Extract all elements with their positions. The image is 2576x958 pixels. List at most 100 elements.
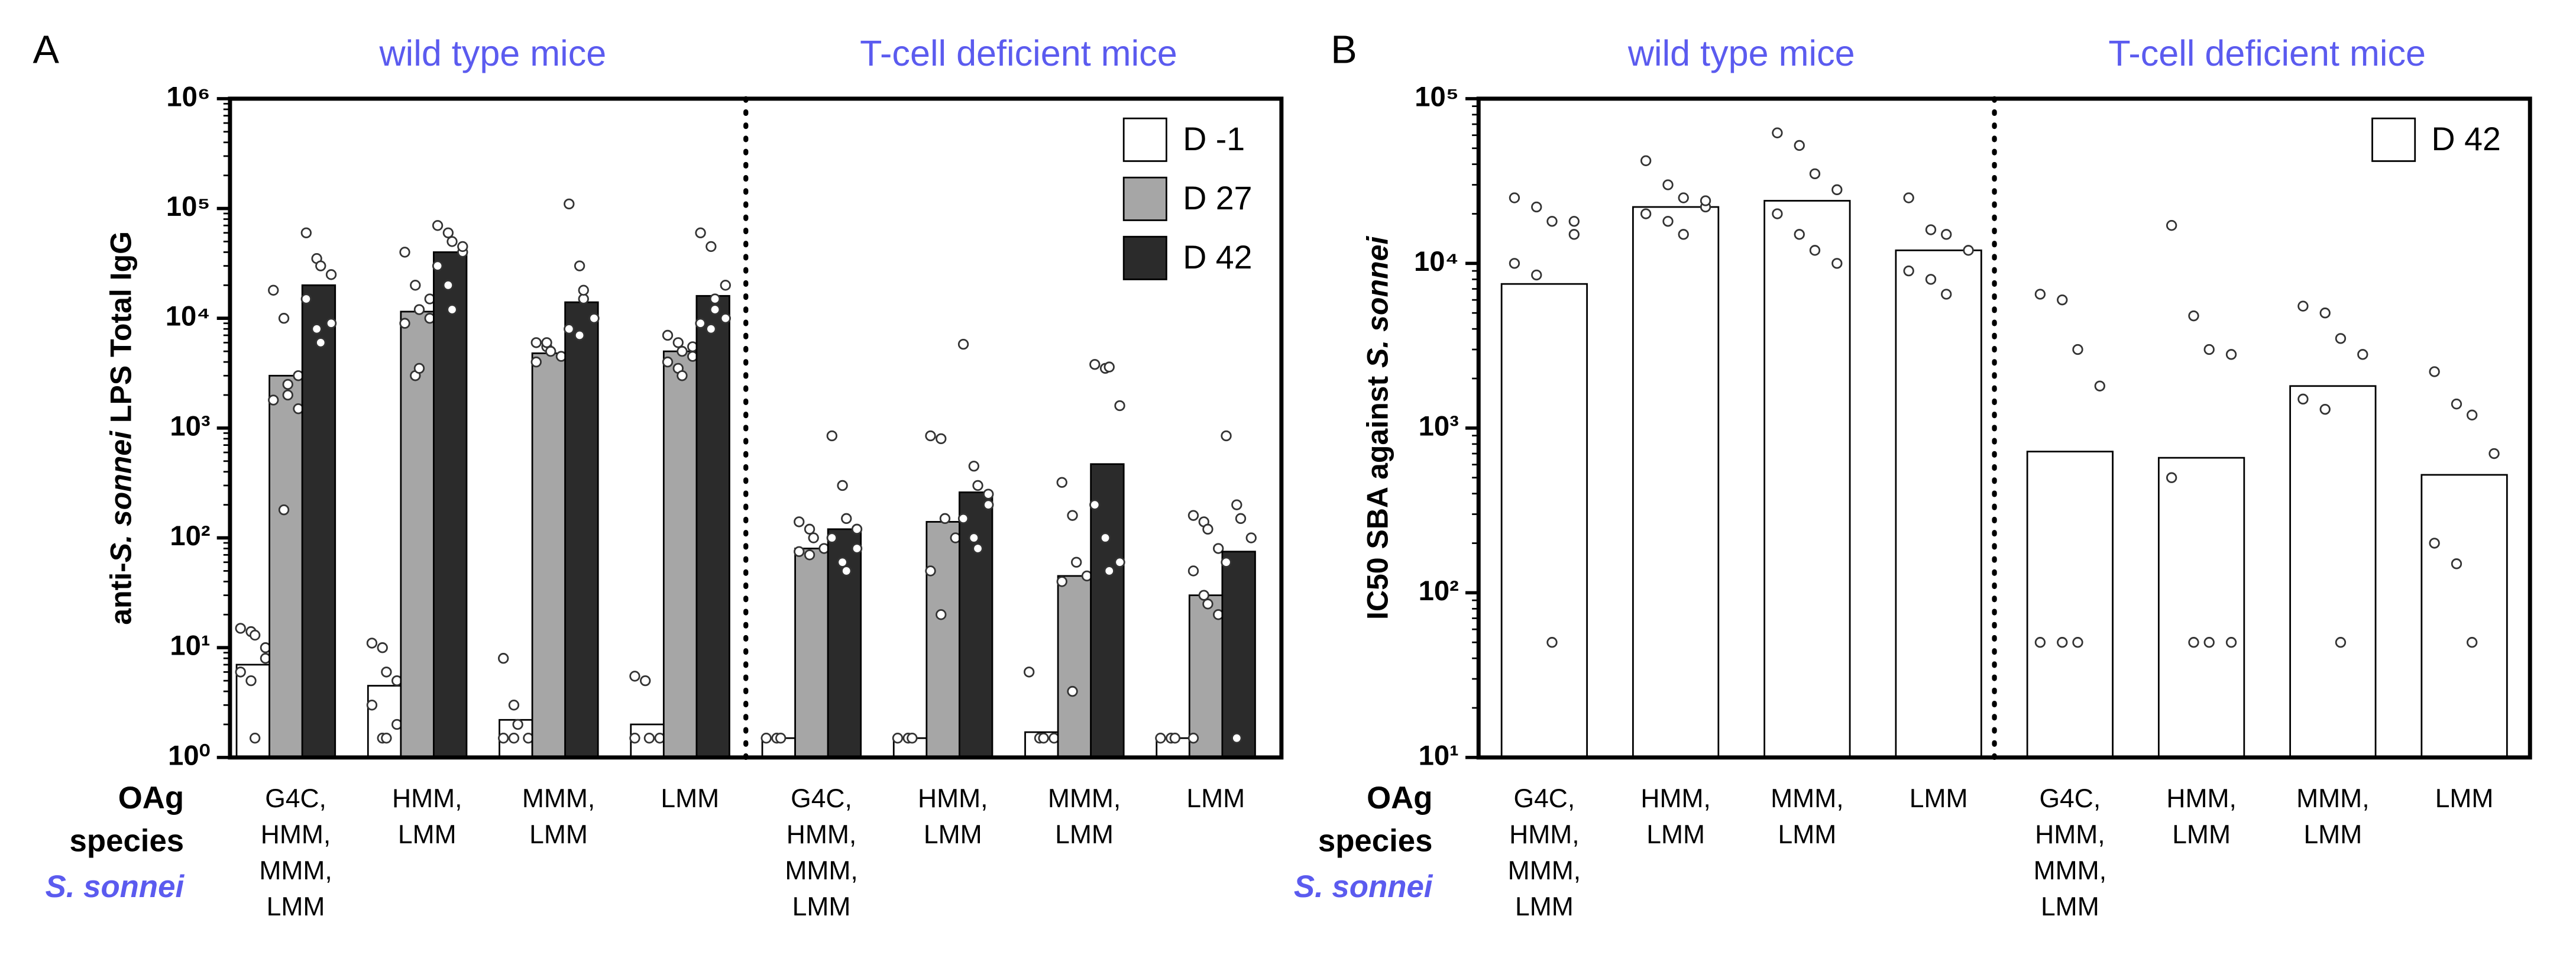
data-point	[278, 504, 290, 516]
data-point	[1114, 400, 1125, 412]
category-title: OAg	[118, 781, 184, 815]
data-point	[1103, 361, 1115, 373]
data-point	[2319, 403, 2331, 415]
data-point	[282, 378, 293, 390]
data-point	[706, 323, 717, 335]
data-point	[1700, 195, 1711, 206]
x-tick-label: MMM,	[2034, 856, 2106, 885]
data-point	[1187, 733, 1199, 744]
x-tick-label: LMM	[2172, 820, 2231, 849]
data-point	[672, 337, 684, 348]
y-tick-label: 10⁰	[168, 740, 210, 771]
data-point	[794, 516, 805, 527]
data-point	[936, 433, 947, 445]
data-point	[508, 700, 520, 711]
data-point	[442, 280, 454, 291]
data-point	[677, 370, 688, 381]
x-tick-label: MMM,	[1048, 784, 1121, 813]
data-point	[249, 629, 261, 641]
data-point	[1678, 229, 1689, 240]
data-point	[925, 565, 936, 577]
data-point	[325, 269, 337, 280]
data-point	[2072, 344, 2083, 355]
data-point	[1114, 556, 1125, 568]
y-tick-label: 10²	[170, 520, 210, 552]
data-point	[2451, 558, 2462, 569]
data-point	[841, 565, 852, 577]
data-point	[1024, 666, 1035, 678]
data-point	[841, 513, 852, 525]
data-point	[1067, 510, 1078, 521]
data-point	[808, 532, 819, 543]
y-axis-label-part: LPS Total IgG	[105, 231, 138, 431]
x-tick-label: LMM	[1055, 820, 1114, 849]
data-point	[804, 523, 815, 535]
data-point	[1089, 499, 1101, 510]
data-point	[629, 671, 640, 682]
data-point	[2335, 333, 2347, 344]
x-tick-label: LMM	[529, 820, 588, 849]
data-point	[1662, 179, 1674, 190]
data-point	[662, 329, 674, 341]
bar	[2420, 474, 2508, 759]
y-axis-label-part: anti-	[105, 562, 138, 625]
x-tick-label: LMM	[1186, 784, 1245, 813]
bar	[1221, 551, 1256, 759]
x-tick-label: MMM,	[1508, 856, 1581, 885]
data-point	[498, 733, 509, 744]
data-point	[1546, 216, 1558, 227]
data-point	[695, 318, 706, 329]
data-point	[1221, 556, 1232, 568]
data-point	[2057, 637, 2068, 648]
y-tick-label: 10³	[170, 410, 210, 442]
bar	[1188, 594, 1224, 759]
y-axis-label: anti-S. sonnei LPS Total IgG	[105, 231, 138, 625]
data-point	[2094, 380, 2105, 391]
data-point	[1568, 216, 1580, 227]
x-tick-label: MMM,	[785, 856, 857, 885]
legend-swatch	[1122, 235, 1167, 280]
data-point	[578, 293, 589, 305]
data-point	[235, 623, 246, 634]
data-point	[1509, 258, 1520, 269]
y-tick-label: 10¹	[170, 630, 210, 662]
data-point	[804, 549, 815, 561]
data-point	[936, 609, 947, 620]
data-point	[957, 338, 969, 350]
data-point	[695, 227, 706, 238]
data-point	[446, 236, 458, 247]
x-tick-label: LMM	[2303, 820, 2362, 849]
data-point	[2488, 448, 2500, 459]
data-point	[1202, 598, 1213, 610]
category-title: species	[70, 823, 185, 858]
data-point	[432, 220, 444, 231]
data-point	[410, 280, 421, 291]
plot-frame	[228, 96, 1284, 760]
legend-swatch	[1122, 117, 1167, 162]
bar	[958, 491, 993, 759]
legend-swatch	[1122, 176, 1167, 221]
x-tick-label: HMM,	[2166, 784, 2236, 813]
data-point	[1213, 543, 1224, 554]
x-tick-label: LMM	[2041, 892, 2099, 921]
bar	[1500, 283, 1588, 759]
data-point	[1546, 637, 1558, 648]
data-point	[1903, 192, 1914, 203]
data-point	[1568, 229, 1580, 240]
data-point	[282, 389, 293, 401]
data-point	[300, 293, 312, 305]
y-tick-label: 10⁵	[166, 191, 211, 222]
bar	[1057, 575, 1092, 759]
data-point	[541, 337, 552, 348]
data-point	[2057, 294, 2068, 306]
data-point	[1531, 269, 1542, 281]
x-tick-label: LMM	[2435, 784, 2494, 813]
x-tick-label: G4C,	[791, 784, 852, 813]
x-tick-label: HMM,	[918, 784, 988, 813]
data-point	[315, 260, 326, 271]
data-point	[530, 337, 542, 348]
data-point	[1202, 523, 1213, 535]
data-point	[2297, 393, 2309, 405]
data-point	[2072, 637, 2083, 648]
